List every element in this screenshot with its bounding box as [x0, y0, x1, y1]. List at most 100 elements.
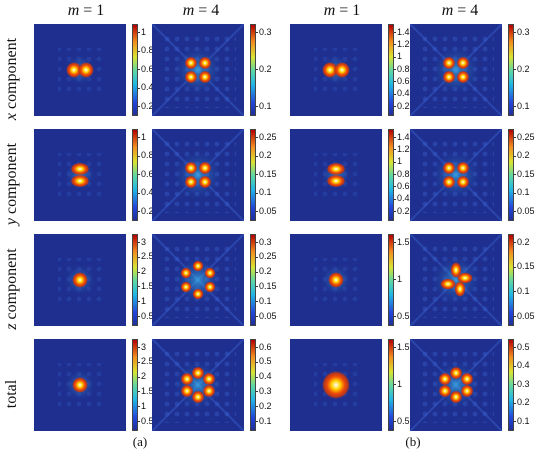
intensity-spot — [198, 175, 212, 189]
colorbar-tick-label: 1.4 — [397, 26, 410, 37]
colorbar-tick-mark — [138, 406, 140, 408]
intensity-spot — [204, 281, 216, 293]
colorbar-tick-mark — [394, 137, 396, 138]
colorbar-tick-label: 0.3 — [517, 26, 530, 37]
intensity-spot — [456, 56, 470, 70]
colorbar-tick-mark — [138, 316, 140, 317]
colorbar-tick-mark — [138, 87, 140, 89]
colorbar-tick-mark — [514, 69, 516, 70]
intensity-spot — [322, 62, 338, 78]
field-map-r2-c2 — [152, 129, 244, 221]
colorbar-tick-mark — [394, 198, 396, 200]
colorbar-tick-label: 1 — [397, 378, 403, 389]
colorbar-tick-label: 0.4 — [141, 187, 154, 197]
intensity-spot — [192, 288, 204, 300]
colorbar-tick-mark — [256, 32, 258, 33]
colorbar-tick-label: 0.2 — [259, 63, 272, 74]
intensity-spot — [72, 377, 88, 393]
intensity-spot — [442, 161, 456, 175]
colorbar-tick-mark — [394, 32, 396, 33]
colorbar-tick-label: 0.6 — [397, 75, 410, 86]
colorbar-tick-label: 1 — [141, 26, 147, 37]
colorbar-tick-label: 0.15 — [517, 168, 535, 179]
colorbar-tick-label: 0.1 — [517, 100, 530, 111]
colorbar-tick-label: 0.05 — [517, 205, 535, 216]
colorbar-r4-c2 — [250, 339, 256, 431]
colorbar-tick-mark — [394, 106, 396, 107]
colorbar-tick-mark — [138, 286, 140, 288]
colorbar-r2-c3 — [388, 129, 394, 221]
colorbar-tick-label: 0.2 — [397, 205, 410, 216]
colorbar-tick-mark — [394, 242, 396, 243]
field-map-r3-c3 — [290, 234, 382, 326]
colorbar-tick-label: 1 — [397, 51, 403, 62]
field-map-r2-c1 — [34, 129, 126, 221]
intensity-spot — [72, 272, 88, 288]
intensity-glow — [430, 359, 482, 411]
colorbar-tick-label: 1.2 — [397, 38, 410, 49]
colorbar-tick-mark — [514, 106, 516, 107]
colorbar-tick-label: 0.4 — [259, 371, 272, 382]
intensity-spot — [326, 162, 346, 176]
colorbar-r1-c3 — [388, 24, 394, 116]
row-label-x: x component — [3, 37, 20, 121]
colorbar-tick-label: 0.1 — [517, 415, 530, 426]
colorbar-tick-label: 0.3 — [259, 236, 272, 247]
colorbar-tick-label: 0.15 — [517, 261, 535, 272]
colorbar-tick-mark — [394, 421, 396, 422]
colorbar-tick-label: 2 — [141, 371, 147, 382]
intensity-spot — [192, 260, 204, 272]
intensity-spot — [326, 174, 346, 188]
colorbar-tick-label: 2.5 — [141, 356, 154, 367]
colorbar-tick-mark — [138, 301, 140, 303]
colorbar-tick-mark — [394, 149, 396, 151]
intensity-spot — [198, 70, 212, 84]
colorbar-tick-label: 0.2 — [259, 266, 272, 277]
colorbar-r1-c4 — [508, 24, 514, 116]
colorbar-tick-mark — [514, 365, 516, 367]
colorbar-r4-c3 — [388, 339, 394, 431]
colorbar-tick-label: 0.8 — [141, 150, 154, 160]
colorbar-tick-label: 0.6 — [141, 168, 154, 179]
colorbar-tick-mark — [256, 271, 258, 273]
field-map-r4-c4 — [410, 339, 502, 431]
colorbar-tick-label: 0.5 — [397, 310, 410, 321]
colorbar-r1-c1 — [132, 24, 138, 116]
panel-label-b: (b) — [405, 434, 421, 449]
colorbar-tick-mark — [256, 211, 258, 212]
colorbar-tick-label: 0.2 — [141, 100, 154, 111]
colorbar-tick-label: 0.5 — [141, 415, 154, 426]
intensity-glow — [172, 254, 224, 306]
colorbar-tick-label: 0.1 — [259, 100, 272, 111]
colorbar-tick-label: 0.5 — [517, 341, 530, 352]
colorbar-gradient — [133, 235, 137, 325]
row-label-total: total — [3, 379, 20, 409]
colorbar-tick-mark — [256, 69, 258, 70]
colorbar-tick-label: 0.05 — [259, 205, 277, 216]
colorbar-tick-label: 0.8 — [397, 168, 410, 179]
colorbar-gradient — [251, 25, 255, 115]
colorbar-tick-label: 0.05 — [517, 310, 535, 321]
colorbar-gradient — [251, 235, 255, 325]
colorbar-tick-mark — [514, 174, 516, 175]
intensity-glow — [430, 254, 482, 306]
field-map-r1-c1 — [34, 24, 126, 116]
column-header-4: m = 4 — [441, 2, 479, 19]
intensity-spot — [449, 390, 463, 404]
intensity-spot — [460, 384, 474, 398]
colorbar-tick-mark — [514, 421, 516, 422]
field-map-r1-c3 — [290, 24, 382, 116]
colorbar-tick-label: 0.1 — [517, 285, 530, 296]
colorbar-tick-mark — [514, 211, 516, 212]
field-map-r4-c2 — [152, 339, 244, 431]
colorbar-gradient — [133, 130, 137, 220]
intensity-spot — [438, 372, 452, 386]
field-map-r3-c1 — [34, 234, 126, 326]
colorbar-tick-label: 0.05 — [259, 310, 277, 321]
colorbar-tick-label: 1 — [141, 400, 147, 411]
colorbar-tick-label: 3 — [141, 341, 147, 352]
intensity-spot — [334, 62, 350, 78]
intensity-spot — [184, 70, 198, 84]
colorbar-gradient — [509, 130, 513, 220]
colorbar-tick-mark — [256, 347, 258, 348]
